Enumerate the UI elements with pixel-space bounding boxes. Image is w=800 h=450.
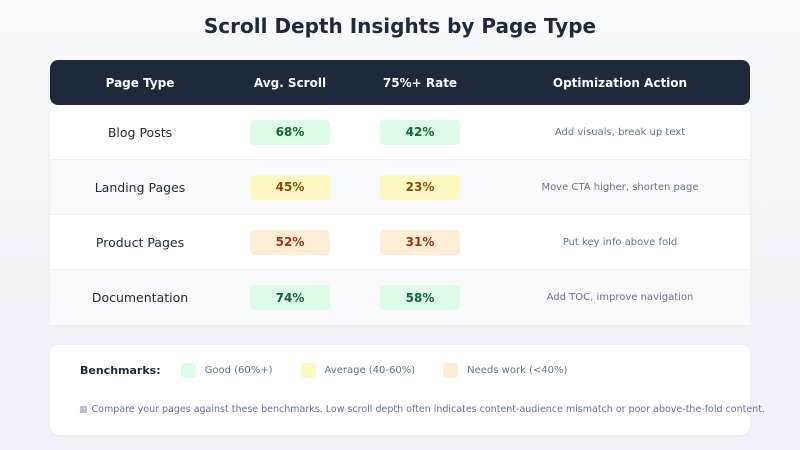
legend-good: Good (60%+) [180,362,273,378]
action-cell: Add visuals, break up text [554,126,686,138]
table-row: Documentation 74% 58% Add TOC, improve n… [50,270,750,325]
page-type-cell: Blog Posts [107,124,173,140]
benchmark-note: ▦ Compare your pages against these bench… [79,404,765,415]
rate-badge: 42% [380,119,460,145]
table-row: Product Pages 52% 31% Put key info above… [50,215,750,270]
good-swatch [180,362,196,378]
header-optimization-action: Optimization Action [552,75,688,90]
header-page-type: Page Type [105,75,175,90]
legend-needs-work-label: Needs work (<40%) [467,364,568,376]
avg-scroll-badge: 68% [250,119,330,145]
action-cell: Add TOC, improve navigation [546,292,694,303]
table-body: Blog Posts 68% 42% Add visuals, break up… [50,105,750,325]
page-type-cell: Product Pages [95,234,185,250]
action-cell: Move CTA higher, shorten page [541,181,699,193]
page-type-cell: Landing Pages [94,179,186,195]
avg-scroll-badge: 52% [250,229,330,255]
table-header: Page Type Avg. Scroll 75%+ Rate Optimiza… [50,60,750,105]
page-title: Scroll Depth Insights by Page Type [203,14,597,38]
info-icon: ▦ [79,404,88,415]
average-swatch [300,362,316,378]
table-row: Blog Posts 68% 42% Add visuals, break up… [50,105,750,160]
page-type-cell: Documentation [91,290,189,305]
legend-average-label: Average (40-60%) [324,364,416,376]
action-cell: Put key info above fold [562,236,678,248]
needs-work-swatch [443,362,459,378]
scroll-depth-table: Page Type Avg. Scroll 75%+ Rate Optimiza… [50,60,750,325]
legend-needs-work: Needs work (<40%) [443,362,568,378]
legend-good-label: Good (60%+) [204,364,273,376]
benchmark-note-text: Compare your pages against these benchma… [91,404,765,415]
rate-badge: 23% [380,174,460,200]
benchmarks-label: Benchmarks: [80,363,161,377]
header-75-rate: 75%+ Rate [382,75,458,90]
rate-badge: 58% [380,285,460,310]
avg-scroll-badge: 45% [250,174,330,200]
rate-badge: 31% [380,229,460,255]
benchmarks-legend: Benchmarks: Good (60%+) Average (40-60%)… [80,361,595,379]
legend-average: Average (40-60%) [300,362,416,378]
table-row: Landing Pages 45% 23% Move CTA higher, s… [50,160,750,215]
header-avg-scroll: Avg. Scroll [253,75,327,90]
benchmarks-panel: Benchmarks: Good (60%+) Average (40-60%)… [50,345,765,435]
avg-scroll-badge: 74% [250,285,330,310]
